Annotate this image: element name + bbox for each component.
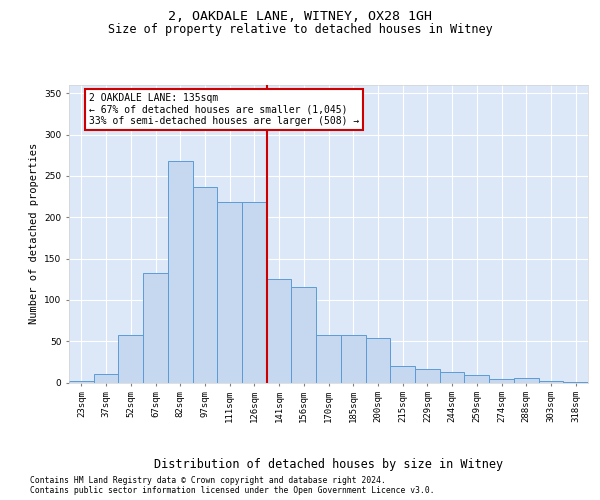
- Text: 2, OAKDALE LANE, WITNEY, OX28 1GH: 2, OAKDALE LANE, WITNEY, OX28 1GH: [168, 10, 432, 23]
- Bar: [390, 366, 415, 382]
- Bar: [94, 374, 118, 382]
- Bar: [193, 188, 217, 382]
- Text: Size of property relative to detached houses in Witney: Size of property relative to detached ho…: [107, 22, 493, 36]
- Bar: [118, 336, 143, 382]
- Text: Contains HM Land Registry data © Crown copyright and database right 2024.: Contains HM Land Registry data © Crown c…: [30, 476, 386, 485]
- Text: Contains public sector information licensed under the Open Government Licence v3: Contains public sector information licen…: [30, 486, 434, 495]
- Bar: [143, 272, 168, 382]
- Bar: [514, 378, 539, 382]
- Text: Distribution of detached houses by size in Witney: Distribution of detached houses by size …: [154, 458, 503, 471]
- Text: 2 OAKDALE LANE: 135sqm
← 67% of detached houses are smaller (1,045)
33% of semi-: 2 OAKDALE LANE: 135sqm ← 67% of detached…: [89, 94, 359, 126]
- Bar: [316, 336, 341, 382]
- Bar: [489, 379, 514, 382]
- Y-axis label: Number of detached properties: Number of detached properties: [29, 143, 38, 324]
- Bar: [365, 338, 390, 382]
- Bar: [217, 202, 242, 382]
- Bar: [415, 370, 440, 382]
- Bar: [539, 381, 563, 382]
- Bar: [69, 381, 94, 382]
- Bar: [242, 202, 267, 382]
- Bar: [341, 336, 365, 382]
- Bar: [464, 375, 489, 382]
- Bar: [440, 372, 464, 382]
- Bar: [168, 161, 193, 382]
- Bar: [292, 286, 316, 382]
- Bar: [267, 279, 292, 382]
